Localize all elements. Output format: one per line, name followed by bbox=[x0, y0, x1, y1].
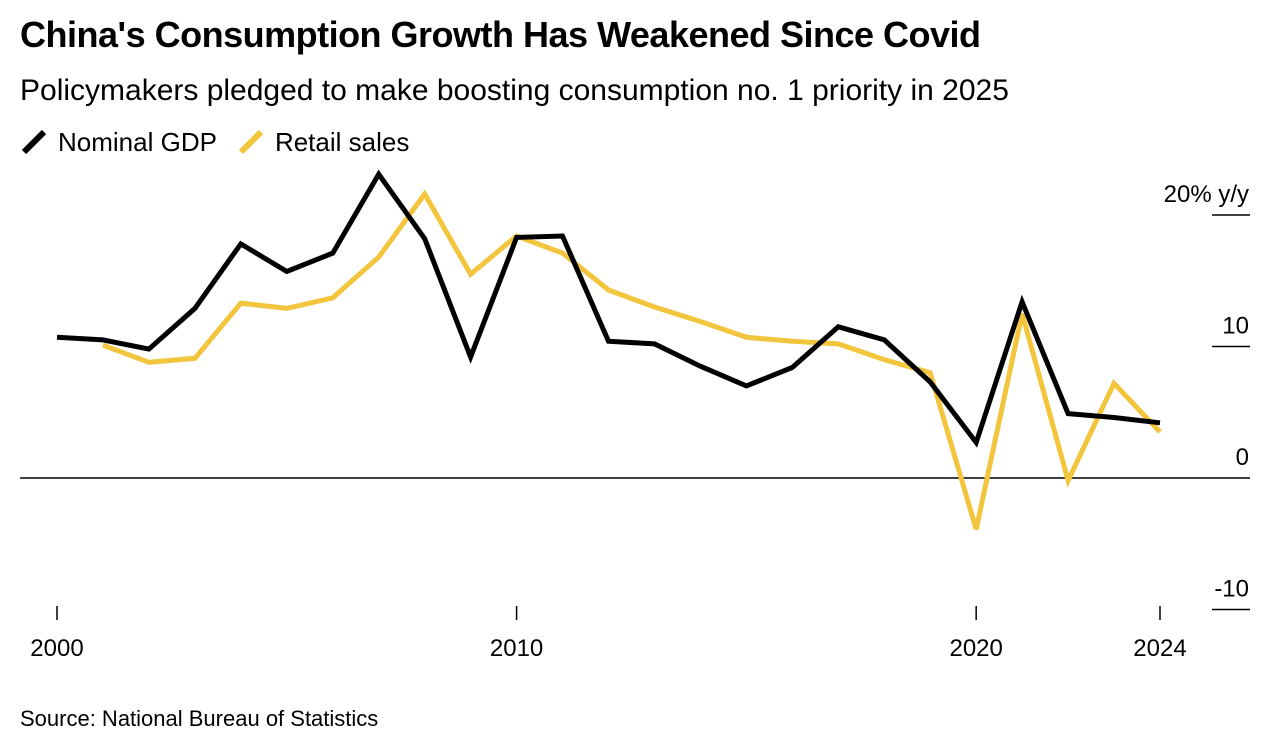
y-tick-label-0: 20% y/y bbox=[1164, 181, 1249, 208]
legend: Nominal GDP Retail sales bbox=[20, 127, 429, 157]
x-tick-label-2: 2020 bbox=[949, 635, 1002, 662]
legend-item-nominal-gdp: Nominal GDP bbox=[20, 127, 217, 158]
legend-label-retail-sales: Retail sales bbox=[274, 126, 410, 157]
legend-label-nominal-gdp: Nominal GDP bbox=[58, 126, 217, 157]
y-tick-label-2: 0 bbox=[1236, 444, 1249, 471]
x-tick-label-1: 2010 bbox=[490, 635, 543, 662]
series-line-nominal-gdp bbox=[56, 169, 1161, 448]
legend-item-retail-sales: Retail sales bbox=[237, 127, 409, 158]
legend-swatch-retail-sales bbox=[238, 129, 264, 155]
series-line-retail-sales bbox=[102, 189, 1162, 531]
chart-subtitle: Policymakers pledged to make boosting co… bbox=[20, 74, 1009, 107]
source-note: Source: National Bureau of Statistics bbox=[20, 706, 379, 731]
y-tick-label-3: -10 bbox=[1214, 576, 1249, 603]
y-tick-label-1: 10 bbox=[1222, 313, 1249, 340]
x-tick-label-3: 2024 bbox=[1133, 635, 1186, 662]
x-tick-label-0: 2000 bbox=[30, 635, 83, 662]
legend-swatch-nominal-gdp bbox=[21, 129, 47, 155]
chart-title: China's Consumption Growth Has Weakened … bbox=[20, 14, 981, 55]
